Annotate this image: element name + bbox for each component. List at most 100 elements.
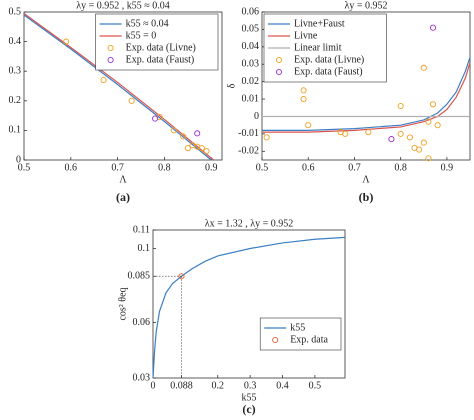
- x-tick-label: 0.6: [302, 162, 315, 173]
- y-tick-label: 0.03: [242, 59, 260, 70]
- x-tick-label: 0.9: [205, 162, 218, 173]
- marker: [365, 129, 372, 136]
- marker: [63, 38, 70, 45]
- legend-label: Livne: [294, 30, 318, 41]
- y-tick-label: 0.1: [9, 125, 22, 136]
- x-tick-label: 0.8: [394, 162, 407, 173]
- marker: [429, 24, 437, 31]
- y-axis-label: cos² θeq: [117, 287, 128, 320]
- x-tick-label: 0.7: [348, 162, 361, 173]
- y-tick-label: 0.1: [138, 243, 151, 254]
- marker: [170, 127, 177, 134]
- marker: [397, 102, 404, 110]
- caption: (b): [359, 190, 374, 204]
- legend-label: k55 = 0: [126, 30, 157, 41]
- x-tick-label: 0.6: [65, 162, 78, 173]
- y-tick-label: -0.01: [238, 128, 259, 139]
- legend-box: [259, 317, 342, 351]
- x-axis-label: Λ: [119, 174, 127, 185]
- y-tick-label: -0.02: [238, 146, 259, 157]
- x-tick-label: 0.5: [18, 162, 31, 173]
- marker: [263, 134, 270, 141]
- x-tick-label: 0.2: [212, 380, 225, 391]
- legend-swatch: [107, 44, 114, 52]
- legend-label: Exp. data (Livne): [126, 42, 196, 53]
- y-tick-label: 0.11: [133, 224, 150, 235]
- marker: [194, 130, 201, 137]
- marker: [416, 146, 423, 153]
- marker: [184, 145, 191, 152]
- y-tick-label: 0.2: [9, 95, 22, 106]
- marker: [420, 64, 427, 71]
- legend-box: [95, 13, 219, 71]
- legend-label: Exp. data (Faust): [126, 54, 195, 65]
- legend-label: Exp. data: [290, 334, 328, 345]
- marker: [406, 134, 413, 141]
- y-tick-label: 0: [254, 111, 259, 122]
- line-series: [152, 236, 346, 379]
- y-tick-label: 0.01: [242, 93, 260, 104]
- marker: [178, 273, 185, 280]
- marker: [305, 122, 312, 129]
- legend-label: Linear limit: [294, 42, 342, 53]
- marker: [388, 136, 395, 143]
- x-tick-label: 0.5: [309, 380, 322, 391]
- line-series: [262, 62, 471, 133]
- marker: [425, 118, 432, 125]
- marker: [397, 130, 404, 137]
- y-tick-label: 0.06: [242, 6, 260, 17]
- x-tick-label: 0.3: [244, 380, 257, 391]
- legend-label: Livne+Faust: [294, 18, 345, 29]
- y-tick-label: 0.04: [242, 41, 260, 52]
- marker: [425, 155, 432, 162]
- y-tick-label: 0.5: [9, 6, 22, 17]
- x-tick-label: 0.4: [276, 380, 289, 391]
- y-tick-label: 0.4: [9, 36, 22, 47]
- x-tick-label: 0.8: [158, 162, 171, 173]
- plot-area: [152, 229, 346, 379]
- marker: [128, 97, 135, 104]
- legend-swatch: [275, 56, 283, 64]
- x-tick-label: 0: [151, 380, 156, 391]
- chart-title: λx = 1.32 , λy = 0.952: [205, 218, 293, 229]
- marker: [420, 139, 427, 146]
- y-tick-label: 0: [16, 154, 21, 165]
- marker: [100, 77, 107, 84]
- caption: (c): [242, 402, 255, 416]
- marker: [203, 148, 210, 155]
- marker: [434, 122, 441, 129]
- legend-label: k55 ≈ 0.04: [126, 18, 169, 29]
- x-tick-label: 0.7: [111, 162, 124, 173]
- marker: [342, 130, 349, 137]
- chart-title: λy = 0.952: [345, 0, 388, 11]
- caption: (a): [116, 190, 130, 204]
- y-tick-label: 0.02: [242, 76, 260, 87]
- legend-label: k55: [290, 322, 305, 333]
- legend-swatch: [107, 56, 114, 64]
- y-tick-label: 0.05: [242, 24, 260, 35]
- legend-swatch: [272, 336, 279, 344]
- line-series: [23, 12, 214, 161]
- x-tick-label: 0.9: [441, 162, 454, 173]
- marker: [429, 101, 437, 108]
- marker: [180, 133, 187, 140]
- marker: [198, 145, 205, 152]
- x-axis-label: Λ: [362, 174, 370, 185]
- legend-label: Exp. data (Livne): [294, 54, 364, 65]
- y-tick-label: 0.085: [128, 271, 151, 282]
- x-tick-label: 0.088: [170, 380, 193, 391]
- x-tick-label: 0.5: [256, 162, 269, 173]
- marker: [300, 96, 307, 103]
- chart-title: λy = 0.952 , k55 ≈ 0.04: [76, 0, 169, 11]
- y-axis-label: δ: [226, 83, 237, 88]
- marker: [300, 87, 307, 94]
- y-tick-label: 0.3: [9, 65, 22, 76]
- legend-label: Exp. data (Faust): [294, 66, 363, 77]
- x-axis-label: k55: [242, 392, 257, 403]
- legend-swatch: [275, 68, 283, 76]
- y-tick-label: 0.06: [133, 317, 151, 328]
- y-tick-label: 0.03: [133, 372, 151, 383]
- line-series: [23, 14, 212, 161]
- marker: [152, 115, 159, 122]
